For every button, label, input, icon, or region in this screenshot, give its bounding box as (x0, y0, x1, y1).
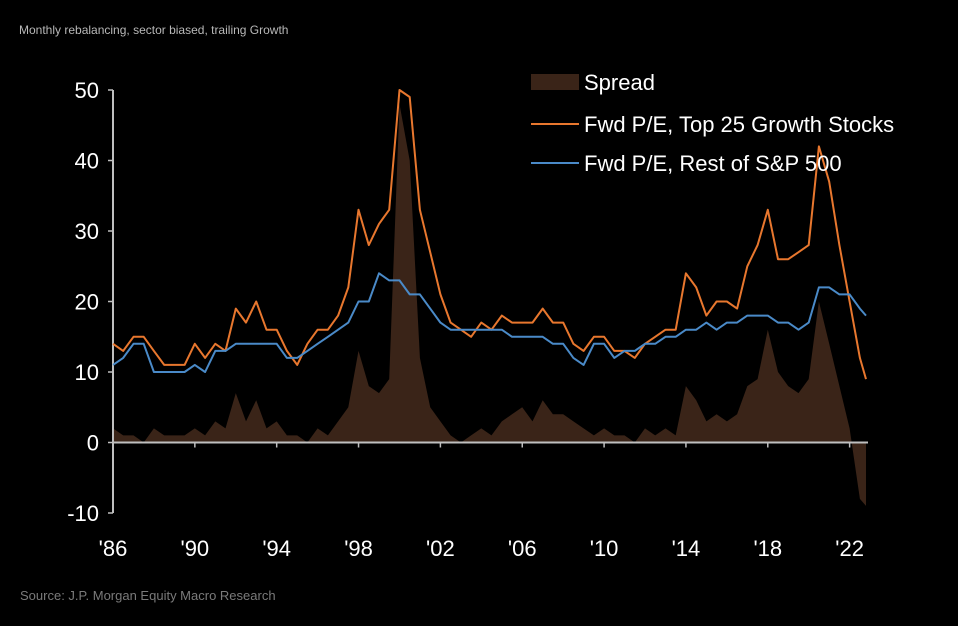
x-tick-label: '90 (181, 536, 210, 561)
legend-spread-swatch (531, 74, 579, 90)
x-tick-label: '86 (99, 536, 128, 561)
series-lines (112, 89, 867, 380)
rest-pe-line (112, 272, 867, 373)
x-tick-label: '94 (262, 536, 291, 561)
x-tick-label: '06 (508, 536, 537, 561)
chart-subtitle: Monthly rebalancing, sector biased, trai… (19, 23, 289, 37)
legend: Spread Fwd P/E, Top 25 Growth Stocks Fwd P… (531, 70, 894, 176)
x-tick-label: '18 (753, 536, 782, 561)
legend-rest-label: Fwd P/E, Rest of S&P 500 (584, 151, 842, 176)
x-tick-label: '22 (835, 536, 864, 561)
y-tick-label: 0 (87, 431, 99, 456)
x-tick-label: '14 (672, 536, 701, 561)
x-tick-label: '10 (590, 536, 619, 561)
y-tick-label: -10 (67, 501, 99, 526)
y-tick-label: 50 (75, 78, 99, 103)
legend-growth-label: Fwd P/E, Top 25 Growth Stocks (584, 112, 894, 137)
x-tick-label: '98 (344, 536, 373, 561)
x-tick-label: '02 (426, 536, 455, 561)
source-note: Source: J.P. Morgan Equity Macro Researc… (20, 588, 276, 603)
y-tick-label: 40 (75, 149, 99, 174)
y-tick-label: 10 (75, 360, 99, 385)
legend-spread-label: Spread (584, 70, 655, 95)
y-tick-label: 30 (75, 219, 99, 244)
y-tick-label: 20 (75, 290, 99, 315)
axes: 50 40 30 20 10 0 -10'86 '90 '94 '98 '02 '06 '10 '14 '1… (67, 78, 868, 561)
